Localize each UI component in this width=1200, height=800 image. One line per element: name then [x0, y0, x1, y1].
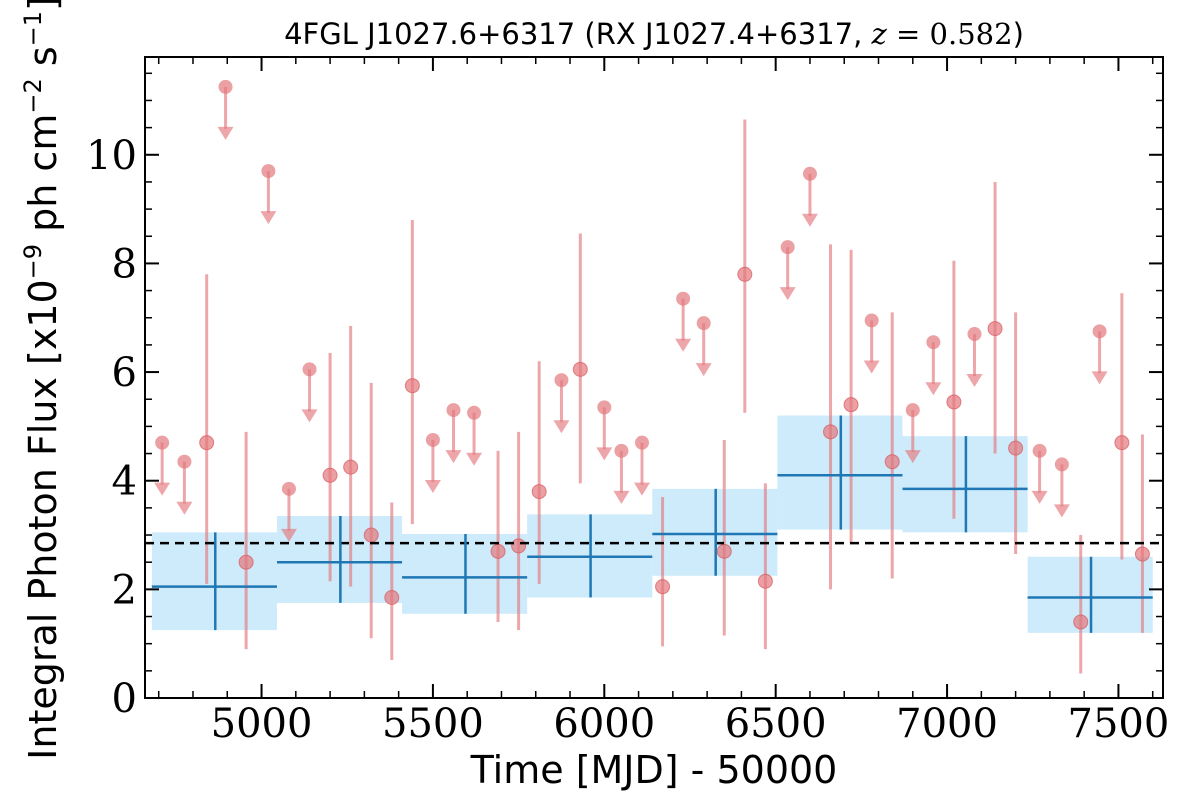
upper-limit-arrow-head	[634, 482, 651, 496]
detection-point	[322, 467, 338, 483]
x-axis-label: Time [MJD] - 50000	[470, 748, 838, 792]
detection-point	[823, 424, 839, 440]
upper-limit-arrow-head	[280, 528, 297, 542]
upper-limit-arrow-head	[596, 447, 613, 461]
upper-limit-point	[905, 403, 920, 418]
upper-limit-arrow-head	[904, 450, 921, 464]
upper-limit-arrow-head	[260, 211, 277, 225]
detection-point	[1114, 435, 1130, 451]
upper-limit-point	[676, 291, 691, 306]
upper-limit-arrow-head	[613, 490, 630, 504]
upper-limit-point	[926, 335, 941, 350]
y-tick-label: 0	[112, 676, 137, 722]
upper-limit-arrow-head	[466, 452, 483, 466]
upper-limit-arrow-head	[925, 382, 942, 396]
upper-limit-arrow-head	[176, 501, 193, 515]
upper-limit-arrow-head	[1091, 371, 1108, 385]
detection-point	[737, 266, 753, 282]
y-tick-label: 8	[112, 241, 137, 287]
detection-point	[531, 484, 547, 500]
upper-limit-arrow-head	[779, 287, 796, 301]
upper-limit-point	[635, 435, 650, 450]
detection-point	[238, 554, 254, 570]
upper-limit-point	[967, 327, 982, 342]
detection-point	[987, 321, 1003, 337]
upper-limit-point	[554, 373, 569, 388]
axis-ticks: 5000 5500 6000 6500 7000 7500 0 2 4 6 8 10	[86, 57, 1169, 747]
detection-point	[946, 394, 962, 410]
upper-limit-point	[425, 432, 440, 447]
upper-limit-arrow-head	[1031, 490, 1048, 504]
upper-limit-arrow-head	[424, 479, 441, 493]
upper-limit-arrow-head	[675, 338, 692, 352]
upper-limit-point	[864, 313, 879, 328]
upper-limit-point	[597, 400, 612, 415]
upper-limit-arrow-head	[1053, 504, 1070, 518]
plot-area	[145, 79, 1163, 674]
y-axis-label: Integral Photon Flux [x10−9 ph cm−2 s−1]	[19, 0, 65, 760]
upper-limit-point	[155, 435, 170, 450]
upper-limit-arrow-head	[966, 374, 983, 388]
detection-point	[655, 579, 671, 595]
upper-limit-arrow-head	[217, 126, 234, 140]
detection-point	[343, 459, 359, 475]
plot-frame	[144, 56, 1164, 699]
detection-point	[490, 543, 506, 559]
detection-point	[404, 378, 420, 394]
upper-limit-point	[177, 454, 192, 469]
detection-point	[199, 435, 215, 451]
upper-limit-arrow-head	[154, 482, 171, 496]
detection-point	[384, 590, 400, 606]
detection-point	[716, 543, 732, 559]
x-tick-label: 6000	[553, 701, 655, 747]
detection-point	[1073, 614, 1089, 630]
upper-limit-point	[780, 240, 795, 255]
detection-point	[1008, 440, 1024, 456]
upper-limit-point	[1054, 457, 1069, 472]
upper-limit-point	[446, 403, 461, 418]
detection-point	[511, 538, 527, 554]
x-tick-label: 5000	[211, 701, 313, 747]
detection-point	[572, 361, 588, 377]
upper-limit-arrow-head	[301, 409, 318, 423]
upper-limit-point	[1032, 443, 1047, 458]
x-tick-label: 6500	[725, 701, 827, 747]
upper-limit-point	[614, 443, 629, 458]
upper-limit-arrow-head	[863, 360, 880, 374]
upper-limit-arrow-head	[801, 213, 818, 227]
upper-limit-point	[261, 164, 276, 179]
upper-limit-point	[802, 166, 817, 181]
upper-limit-point	[467, 405, 482, 420]
upper-limit-point	[281, 481, 296, 496]
upper-limit-point	[696, 316, 711, 331]
upper-limit-point	[218, 79, 233, 94]
y-tick-label: 4	[112, 459, 137, 505]
upper-limit-arrow-head	[695, 363, 712, 377]
x-tick-label: 7000	[896, 701, 998, 747]
detection-point	[757, 573, 773, 589]
upper-limit-point	[1092, 324, 1107, 339]
upper-limit-arrow-head	[553, 420, 570, 434]
chart-title: 4FGL J1027.6+6317 (RX J1027.4+6317, z = …	[284, 17, 1024, 51]
upper-limit-point	[302, 362, 317, 377]
y-tick-label: 2	[112, 567, 137, 613]
detection-point	[1134, 546, 1150, 562]
y-tick-label: 10	[86, 133, 137, 179]
detection-point	[884, 454, 900, 470]
x-tick-label: 5500	[382, 701, 484, 747]
x-tick-label: 7500	[1068, 701, 1170, 747]
y-tick-label: 6	[112, 350, 137, 396]
upper-limit-arrow-head	[445, 450, 462, 464]
detection-point	[843, 397, 859, 413]
detection-point	[363, 527, 379, 543]
